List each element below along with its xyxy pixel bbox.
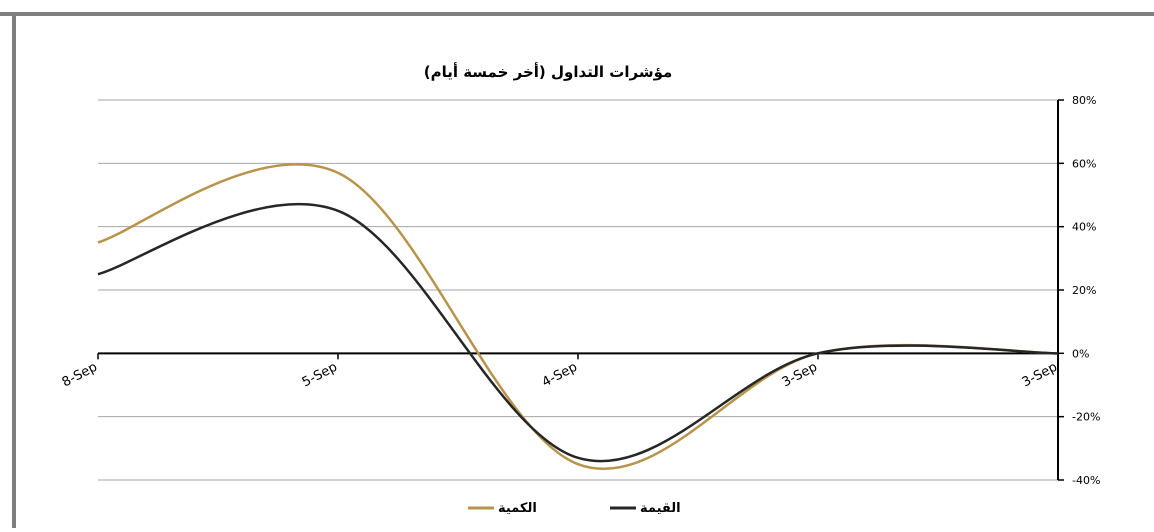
y-axis-labels: 80% 60% 40% 20% 0% -20% -40%: [1072, 94, 1100, 487]
x-tick-label: 3-Sep: [1020, 360, 1060, 391]
axes: [97, 100, 1059, 480]
legend-label-series-2: القيمة: [640, 501, 681, 516]
y-tick-label: -40%: [1072, 474, 1100, 487]
y-tick-label: 40%: [1072, 221, 1096, 234]
y-tick-label: 60%: [1072, 157, 1096, 170]
gridlines: [98, 99, 1064, 481]
y-tick-label: 80%: [1072, 94, 1096, 107]
x-axis-labels: 8-Sep 5-Sep 4-Sep 3-Sep 3-Sep: [60, 360, 1060, 391]
series-line-2: [97, 203, 1059, 463]
y-tick-label: 20%: [1072, 284, 1096, 297]
series-line-1: [97, 163, 1059, 471]
x-tick-label: 8-Sep: [60, 360, 100, 391]
y-tick-label: -20%: [1072, 411, 1100, 424]
x-tick-label: 5-Sep: [300, 360, 340, 391]
chart-title: مؤشرات التداول (أخر خمسة أيام): [424, 62, 673, 81]
y-tick-label: 0%: [1072, 347, 1089, 360]
series-lines: [97, 163, 1059, 471]
legend-label-series-1: الكمية: [498, 501, 537, 516]
legend: الكمية القيمة: [468, 501, 681, 516]
x-tick-label: 4-Sep: [540, 360, 580, 391]
